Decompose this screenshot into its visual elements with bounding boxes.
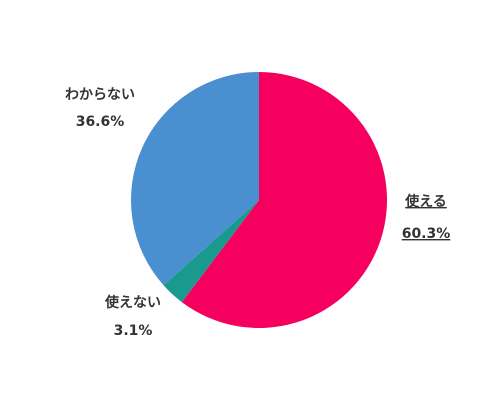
- slice-value-label: 3.1%: [114, 323, 153, 339]
- slice-value-label: 36.6%: [76, 114, 125, 130]
- slice-label: 使えない: [104, 294, 161, 311]
- slice-label: わからない: [65, 87, 135, 103]
- slice-label: 使える: [404, 193, 447, 210]
- pie-slice: [131, 72, 259, 286]
- pie-slice: [181, 72, 388, 328]
- pie-slice: [163, 200, 259, 303]
- slice-value-label: 60.3%: [402, 226, 451, 242]
